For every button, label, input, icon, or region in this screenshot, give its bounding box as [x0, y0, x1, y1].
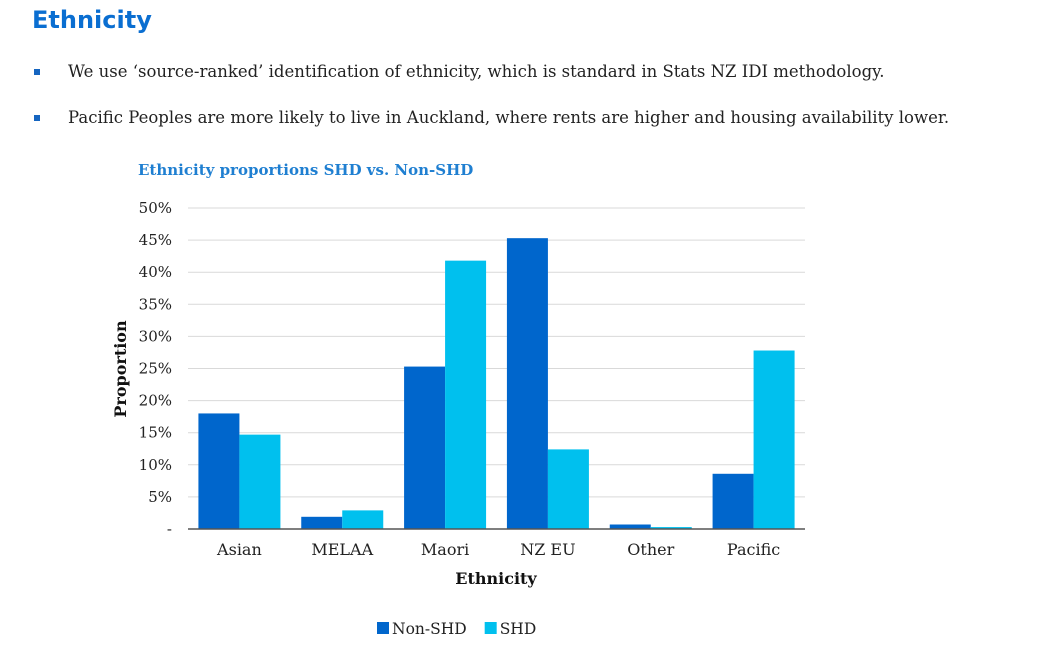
y-tick-label: 40%	[139, 263, 172, 281]
x-tick-label: Maori	[421, 540, 469, 559]
x-tick-label: Asian	[216, 540, 262, 559]
x-axis-label: Ethnicity	[455, 569, 537, 588]
bar-shd-asian	[239, 434, 281, 529]
square-bullet-icon	[34, 115, 40, 121]
bar-shd-pacific	[753, 350, 795, 529]
y-tick-label: 25%	[139, 360, 172, 378]
x-tick-label: MELAA	[311, 540, 373, 559]
bar-non-shd-asian	[198, 413, 240, 529]
y-tick-label: -	[167, 520, 172, 538]
x-axis-ticks: Asian MELAA Maori NZ EU Other Pacific	[216, 540, 780, 559]
page-title: Ethnicity	[32, 6, 152, 34]
bar-non-shd-other	[609, 524, 651, 529]
bullet-text: Pacific Peoples are more likely to live …	[68, 108, 950, 127]
legend-label: SHD	[500, 620, 537, 638]
y-tick-label: 45%	[139, 231, 172, 249]
square-bullet-icon	[34, 69, 40, 75]
x-tick-label: NZ EU	[520, 540, 575, 559]
y-tick-label: 5%	[148, 488, 172, 506]
y-tick-label: 20%	[139, 392, 172, 410]
bullet-list: We use ‘source-ranked’ identification of…	[32, 58, 1032, 150]
legend-swatch	[377, 622, 389, 634]
bar-shd-nz-eu	[547, 449, 589, 529]
bar-non-shd-melaa	[301, 516, 343, 529]
y-tick-label: 50%	[139, 199, 172, 217]
legend-label: Non-SHD	[392, 620, 467, 638]
bar-non-shd-maori	[404, 366, 446, 529]
bar-shd-other	[650, 527, 692, 529]
bar-non-shd-pacific	[712, 473, 754, 529]
y-axis-ticks: - 5% 10% 15% 20% 25% 30% 35% 40% 45% 50%	[139, 199, 172, 538]
bar-shd-maori	[445, 260, 487, 529]
y-axis-label: Proportion	[111, 320, 130, 418]
bullet-item: We use ‘source-ranked’ identification of…	[32, 58, 1032, 104]
bar-shd-melaa	[342, 510, 384, 529]
chart-bars	[198, 238, 795, 529]
chart-legend: Non-SHD SHD	[377, 620, 536, 638]
y-tick-label: 15%	[139, 424, 172, 442]
chart-gridlines	[188, 207, 805, 498]
y-tick-label: 30%	[139, 327, 172, 345]
bullet-text: We use ‘source-ranked’ identification of…	[68, 62, 885, 81]
bar-non-shd-nz-eu	[506, 238, 548, 529]
legend-swatch	[484, 622, 497, 634]
x-tick-label: Other	[627, 540, 674, 559]
chart-title: Ethnicity proportions SHD vs. Non-SHD	[138, 161, 473, 179]
bullet-item: Pacific Peoples are more likely to live …	[32, 104, 1032, 150]
y-tick-label: 10%	[139, 456, 172, 474]
y-tick-label: 35%	[139, 295, 172, 313]
x-tick-label: Pacific	[727, 540, 780, 559]
